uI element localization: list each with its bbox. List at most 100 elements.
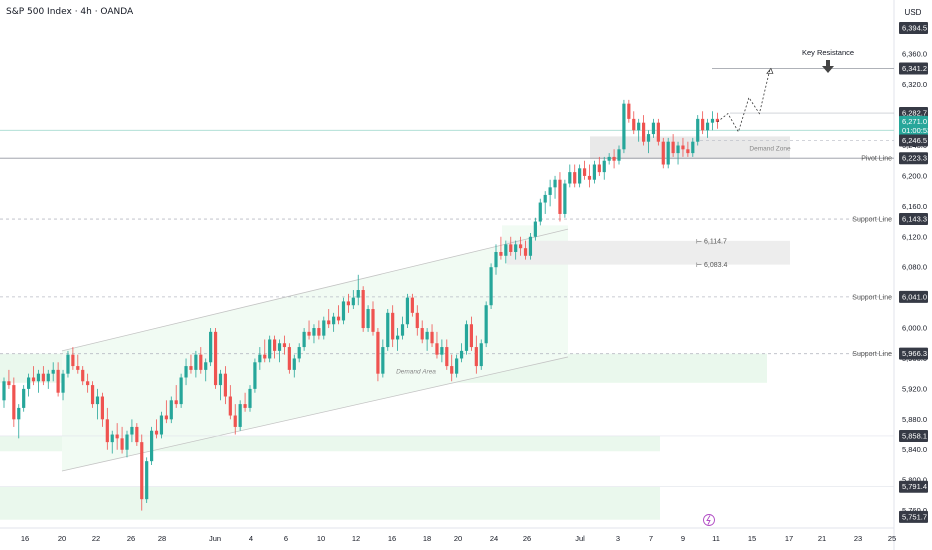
candle-body: [184, 366, 188, 378]
candle-body: [282, 343, 287, 348]
candle-body: [95, 396, 100, 405]
lightning-icon: [706, 515, 711, 525]
candle-body: [651, 122, 656, 135]
candle-body: [135, 426, 139, 443]
price-tag: [899, 152, 928, 165]
candle-body: [268, 339, 272, 359]
candle-body: [130, 426, 134, 435]
candle-body: [366, 309, 370, 329]
candle-body: [455, 358, 459, 374]
candle-body: [194, 354, 198, 370]
level-label: Pivot Line: [861, 156, 892, 163]
axes-layer: 6,360.06,320.06,280.06,240.06,200.06,160…: [21, 21, 931, 543]
y-tick-label: 5,840.0: [902, 445, 927, 454]
candle-body: [189, 366, 193, 370]
candle-body: [248, 388, 252, 408]
x-tick-label: 16: [21, 534, 29, 543]
channel-lower-line: [61, 356, 569, 472]
candle-body: [228, 396, 232, 416]
price-tag-value: 6,041.0: [902, 292, 927, 301]
candle-body: [302, 331, 306, 348]
candle-body: [400, 324, 405, 336]
candle-body: [445, 347, 449, 367]
candle-body: [7, 381, 11, 386]
x-tick-label: 20: [58, 534, 66, 543]
candle-body: [533, 221, 537, 237]
annotations-layer: Pivot Line Support Line Support Line Suppor…: [396, 48, 892, 526]
currency-button[interactable]: USD: [904, 7, 922, 17]
demand-area-label: Demand Area: [396, 369, 436, 376]
candle-body: [361, 290, 365, 329]
candle-body: [115, 434, 119, 439]
candle-body: [681, 145, 685, 150]
candle-body: [22, 388, 26, 408]
candle-body: [582, 168, 587, 176]
candle-body: [558, 179, 562, 214]
symbol-title[interactable]: S&P 500 Index · 4h · OANDA: [6, 7, 134, 17]
x-tick-label: 6: [284, 534, 288, 543]
x-tick-label: 23: [854, 534, 862, 543]
candle-body: [563, 183, 567, 214]
candle-body: [592, 164, 596, 180]
candle-body: [218, 373, 223, 386]
x-tick-label: 7: [649, 534, 653, 543]
candle-body: [199, 354, 203, 370]
price-tag-value: 6,246.5: [902, 136, 927, 145]
x-tick-label: 21: [818, 534, 826, 543]
gap-high-label: ⊢ 6,114.7: [696, 238, 727, 245]
candle-body: [415, 312, 419, 329]
candle-body: [356, 290, 360, 298]
candle-body: [607, 156, 611, 161]
candle-body: [376, 331, 380, 374]
candle-body: [71, 354, 75, 367]
candle-body: [617, 149, 621, 161]
candle-body: [509, 244, 513, 252]
x-tick-label: 3: [616, 534, 620, 543]
candle-body: [258, 354, 262, 363]
candle-body: [701, 118, 705, 131]
candle-body: [332, 316, 336, 325]
candle-body: [543, 194, 547, 203]
candle-body: [322, 320, 326, 336]
gap-zone-box: [507, 240, 790, 265]
price-tag-value: 6,143.3: [902, 215, 927, 224]
y-tick-label: 6,160.0: [902, 202, 927, 211]
zones-layer: [0, 136, 790, 520]
price-tag-value: 6,341.2: [902, 64, 927, 73]
candle-body: [504, 244, 508, 256]
candle-body: [317, 328, 321, 336]
candle-body: [213, 331, 218, 386]
candle-body: [523, 248, 528, 256]
candle-body: [351, 297, 355, 306]
candle-body: [140, 442, 144, 500]
candle-body: [691, 141, 695, 154]
x-tick-label: 26: [127, 534, 135, 543]
candle-body: [381, 347, 385, 374]
candle-body: [410, 297, 414, 313]
y-tick-label: 6,080.0: [902, 263, 927, 272]
candle-body: [637, 122, 641, 131]
y-tick-label: 6,000.0: [902, 324, 927, 333]
y-tick-label: 6,120.0: [902, 232, 927, 241]
key-resistance-arrow-head: [822, 66, 834, 73]
event-icon[interactable]: [703, 514, 715, 526]
price-tag-value: 5,751.7: [902, 512, 927, 521]
candle-body: [341, 301, 346, 321]
candle-body: [253, 362, 257, 389]
price-tag: [899, 480, 928, 493]
candle-body: [632, 118, 636, 131]
candle-body: [125, 434, 129, 450]
demand-zone-box: [590, 136, 790, 160]
price-tag-value: 5,966.3: [902, 349, 927, 358]
key-resistance-arrow-shaft: [826, 60, 830, 67]
level-label: Support Line: [852, 351, 892, 358]
candle-body: [277, 343, 282, 351]
candle-body: [238, 404, 242, 427]
candle-body: [396, 335, 400, 340]
x-tick-label: 18: [423, 534, 431, 543]
y-tick-label: 6,360.0: [902, 50, 927, 59]
candle-body: [209, 331, 213, 363]
y-tick-label: 5,760.0: [902, 506, 927, 515]
bar-countdown: 01:00:53: [902, 126, 931, 135]
